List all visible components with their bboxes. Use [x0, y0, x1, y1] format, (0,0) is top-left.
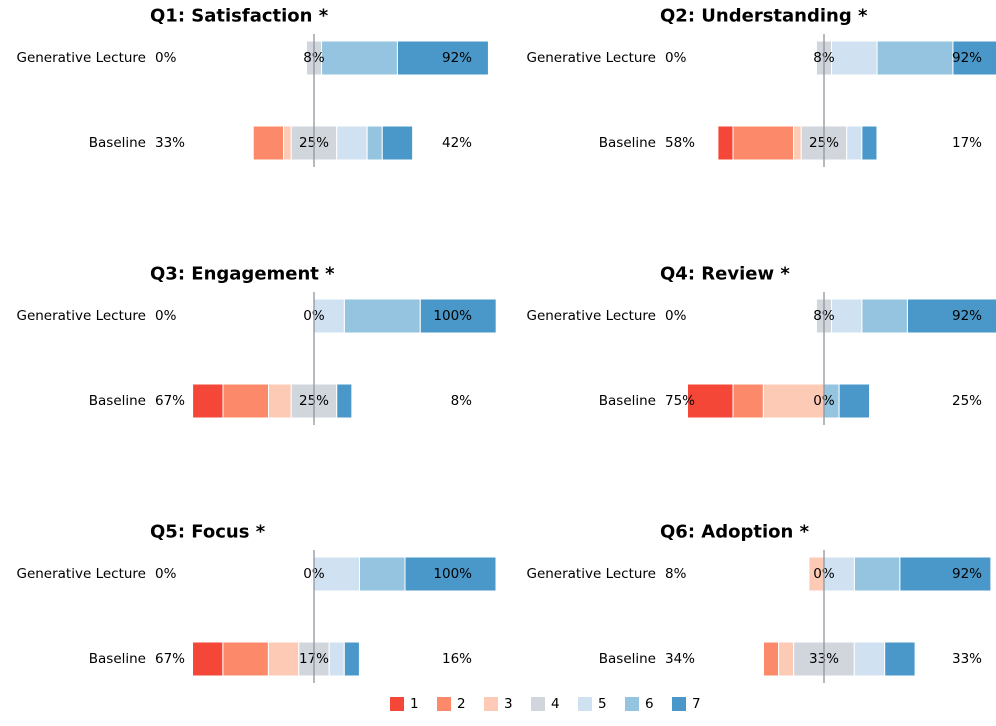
left-percent-q2-generative: 0% [665, 50, 687, 66]
bar-segment-q3-baseline-7 [336, 383, 353, 419]
left-percent-q4-generative: 0% [665, 308, 687, 324]
bar-segment-q3-baseline-2 [222, 383, 269, 419]
panel-title-q3: Q3: Engagement * [150, 264, 335, 285]
left-percent-q4-baseline: 75% [665, 393, 695, 409]
legend-label-1: 1 [410, 696, 419, 712]
panel-title-q6: Q6: Adoption * [660, 522, 810, 543]
row-label-q3-baseline: Baseline [89, 393, 146, 409]
panel-title-q4: Q4: Review * [660, 264, 790, 285]
right-percent-q4-baseline: 25% [952, 393, 982, 409]
bar-segment-q2-baseline-1 [717, 125, 734, 161]
bar-segment-q1-baseline-5 [336, 125, 368, 161]
row-label-q4-generative: Generative Lecture [526, 308, 656, 324]
row-label-q5-generative: Generative Lecture [16, 566, 146, 582]
bar-segment-q2-generative-5 [831, 40, 878, 76]
bar-segment-q5-baseline-2 [222, 641, 269, 677]
left-percent-q1-baseline: 33% [155, 135, 185, 151]
left-percent-q1-generative: 0% [155, 50, 177, 66]
row-label-q1-generative: Generative Lecture [16, 50, 146, 66]
bar-segment-q6-generative-7 [899, 556, 992, 592]
left-percent-q6-baseline: 34% [665, 651, 695, 667]
bar-segment-q2-generative-6 [876, 40, 954, 76]
bar-segment-q5-baseline-7 [343, 641, 360, 677]
legend-swatch-5 [578, 697, 592, 711]
left-percent-q5-generative: 0% [155, 566, 177, 582]
legend-label-6: 6 [645, 696, 654, 712]
panel-title-q2: Q2: Understanding * [660, 6, 868, 27]
left-percent-q3-baseline: 67% [155, 393, 185, 409]
right-percent-q3-generative: 100% [433, 308, 472, 324]
left-percent-q2-baseline: 58% [665, 135, 695, 151]
bar-segment-q5-generative-6 [359, 556, 406, 592]
bar-segment-q4-generative-5 [831, 298, 863, 334]
legend-swatch-4 [531, 697, 545, 711]
legend-label-4: 4 [551, 696, 560, 712]
bar-segment-q1-baseline-2 [252, 125, 285, 161]
right-percent-q5-baseline: 16% [442, 651, 472, 667]
right-percent-q1-baseline: 42% [442, 135, 472, 151]
bar-segment-q2-baseline-2 [732, 125, 795, 161]
bar-segment-q5-baseline-5 [328, 641, 345, 677]
bar-segment-q4-generative-7 [906, 298, 996, 334]
bar-segment-q2-baseline-5 [846, 125, 863, 161]
bar-segment-q4-baseline-3 [762, 383, 825, 419]
legend-label-3: 3 [504, 696, 513, 712]
legend-swatch-1 [390, 697, 404, 711]
legend-swatch-6 [625, 697, 639, 711]
legend-swatch-2 [437, 697, 451, 711]
left-percent-q5-baseline: 67% [155, 651, 185, 667]
panel-title-q5: Q5: Focus * [150, 522, 266, 543]
right-percent-q1-generative: 92% [442, 50, 472, 66]
legend-swatch-7 [672, 697, 686, 711]
bar-segment-q6-generative-6 [853, 556, 901, 592]
bar-segment-q1-generative-7 [396, 40, 489, 76]
bar-segment-q6-baseline-7 [884, 641, 916, 677]
bar-segment-q1-baseline-3 [283, 125, 292, 161]
row-label-q2-generative: Generative Lecture [526, 50, 656, 66]
bar-segment-q3-baseline-1 [192, 383, 224, 419]
row-label-q6-baseline: Baseline [599, 651, 656, 667]
bar-segment-q1-baseline-7 [381, 125, 414, 161]
right-percent-q6-baseline: 33% [952, 651, 982, 667]
bar-segment-q4-generative-6 [861, 298, 908, 334]
bar-segment-q2-generative-7 [952, 40, 996, 76]
bar-segment-q2-baseline-7 [861, 125, 878, 161]
left-percent-q3-generative: 0% [155, 308, 177, 324]
legend-label-7: 7 [692, 696, 701, 712]
row-label-q4-baseline: Baseline [599, 393, 656, 409]
bar-segment-q3-generative-7 [419, 298, 497, 334]
row-label-q5-baseline: Baseline [89, 651, 146, 667]
bar-segment-q5-baseline-1 [192, 641, 224, 677]
legend-label-2: 2 [457, 696, 466, 712]
left-percent-q6-generative: 8% [665, 566, 687, 582]
row-label-q6-generative: Generative Lecture [526, 566, 656, 582]
bar-segment-q5-generative-5 [313, 556, 360, 592]
bar-segment-q1-baseline-6 [366, 125, 383, 161]
legend-label-5: 5 [598, 696, 607, 712]
bar-segment-q3-baseline-3 [268, 383, 292, 419]
bar-segment-q3-generative-6 [343, 298, 421, 334]
row-label-q1-baseline: Baseline [89, 135, 146, 151]
row-label-q3-generative: Generative Lecture [16, 308, 146, 324]
bar-segment-q5-generative-7 [404, 556, 497, 592]
bar-segment-q4-baseline-2 [732, 383, 764, 419]
right-percent-q2-generative: 92% [952, 50, 982, 66]
right-percent-q2-baseline: 17% [952, 135, 982, 151]
bar-segment-q6-baseline-2 [762, 641, 780, 677]
bar-segment-q5-baseline-3 [267, 641, 300, 677]
panel-title-q1: Q1: Satisfaction * [150, 6, 329, 27]
right-percent-q5-generative: 100% [433, 566, 472, 582]
bar-segment-q6-baseline-3 [778, 641, 795, 677]
bar-segment-q6-baseline-5 [853, 641, 886, 677]
bar-segment-q4-baseline-7 [838, 383, 871, 419]
right-percent-q3-baseline: 8% [451, 393, 473, 409]
bar-segment-q1-generative-6 [321, 40, 398, 76]
right-percent-q4-generative: 92% [952, 308, 982, 324]
legend-swatch-3 [484, 697, 498, 711]
right-percent-q6-generative: 92% [952, 566, 982, 582]
bar-segment-q2-baseline-3 [793, 125, 802, 161]
row-label-q2-baseline: Baseline [599, 135, 656, 151]
